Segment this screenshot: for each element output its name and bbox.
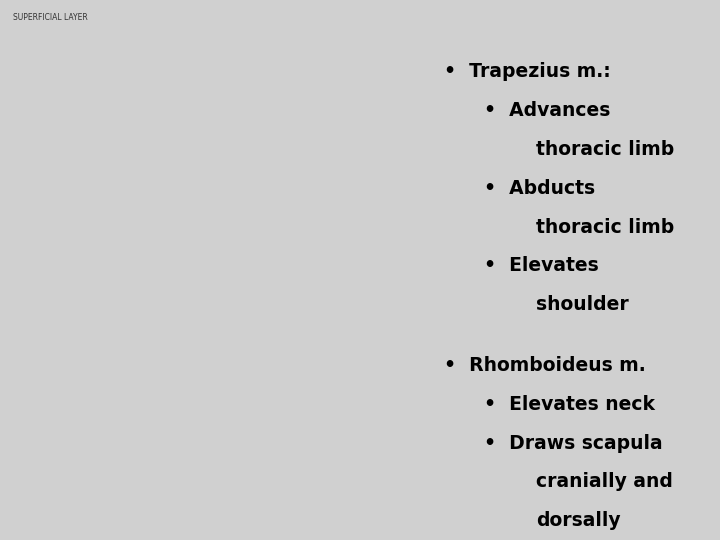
Text: •  Draws scapula: • Draws scapula <box>484 434 662 453</box>
Text: dorsally: dorsally <box>536 511 621 530</box>
Text: •  Abducts: • Abducts <box>484 179 595 198</box>
Text: •  Rhomboideus m.: • Rhomboideus m. <box>444 356 646 375</box>
Text: cranially and: cranially and <box>536 472 673 491</box>
Text: SUPERFICIAL LAYER: SUPERFICIAL LAYER <box>13 14 88 23</box>
Text: •  Advances: • Advances <box>484 101 610 120</box>
Text: •  Trapezius m.:: • Trapezius m.: <box>444 62 611 81</box>
Text: shoulder: shoulder <box>536 295 629 314</box>
Text: thoracic limb: thoracic limb <box>536 218 675 237</box>
Text: •  Elevates neck: • Elevates neck <box>484 395 654 414</box>
Text: •  Elevates: • Elevates <box>484 256 598 275</box>
Text: thoracic limb: thoracic limb <box>536 140 675 159</box>
